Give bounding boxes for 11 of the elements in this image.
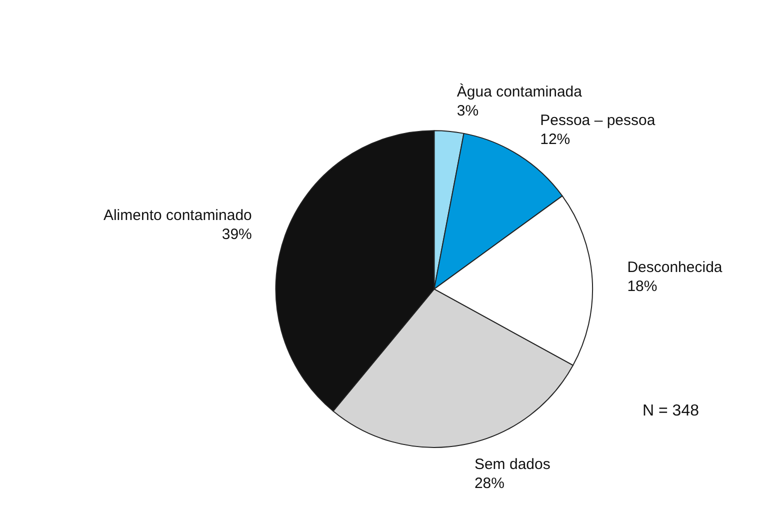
text: N = 348 — [642, 402, 700, 420]
data-label: 28% — [474, 475, 504, 492]
slice-label: Pessoa – pessoa — [540, 112, 656, 129]
slice-label: Desconhecida — [627, 259, 723, 276]
slice-label: Àgua contaminada — [456, 82, 583, 100]
slice-label: Sem dados — [474, 456, 550, 474]
data-label: 3% — [456, 102, 479, 120]
data-label: 39% — [222, 226, 252, 244]
data-label: 12% — [540, 130, 570, 148]
data-label: 18% — [627, 278, 658, 296]
slice-label: Alimento contaminado — [103, 207, 252, 224]
